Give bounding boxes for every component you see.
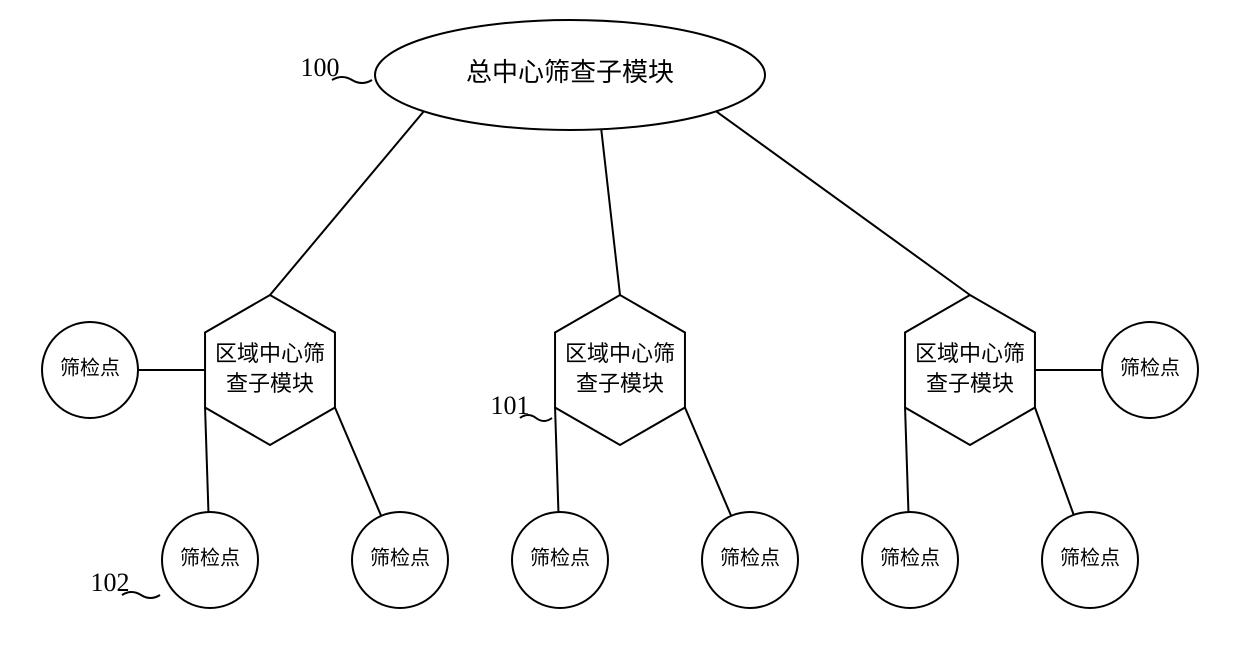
root-ref-label: 100 [301,53,340,82]
screening-point-label: 筛检点 [880,547,940,570]
region-hex-label: 查子模块 [576,371,664,396]
screening-point-label: 筛检点 [530,547,590,570]
screening-point-label: 筛检点 [60,357,120,380]
screening-point-label: 筛检点 [1060,547,1120,570]
region-hex-label: 查子模块 [926,371,1014,396]
screening-ref-label: 102 [91,568,130,597]
region-hex-label: 区域中心筛 [565,341,675,366]
root-label: 总中心筛查子模块 [466,58,674,87]
region-hex-label: 区域中心筛 [215,341,325,366]
region-hex-label: 区域中心筛 [915,341,1025,366]
screening-point-label: 筛检点 [720,547,780,570]
region-hex-label: 查子模块 [226,371,314,396]
region-hex [905,295,1035,445]
region-hex [205,295,335,445]
screening-point-label: 筛检点 [1120,357,1180,380]
region-hex [555,295,685,445]
region-ref-label: 101 [491,391,530,420]
screening-point-label: 筛检点 [180,547,240,570]
screening-point-label: 筛检点 [370,547,430,570]
